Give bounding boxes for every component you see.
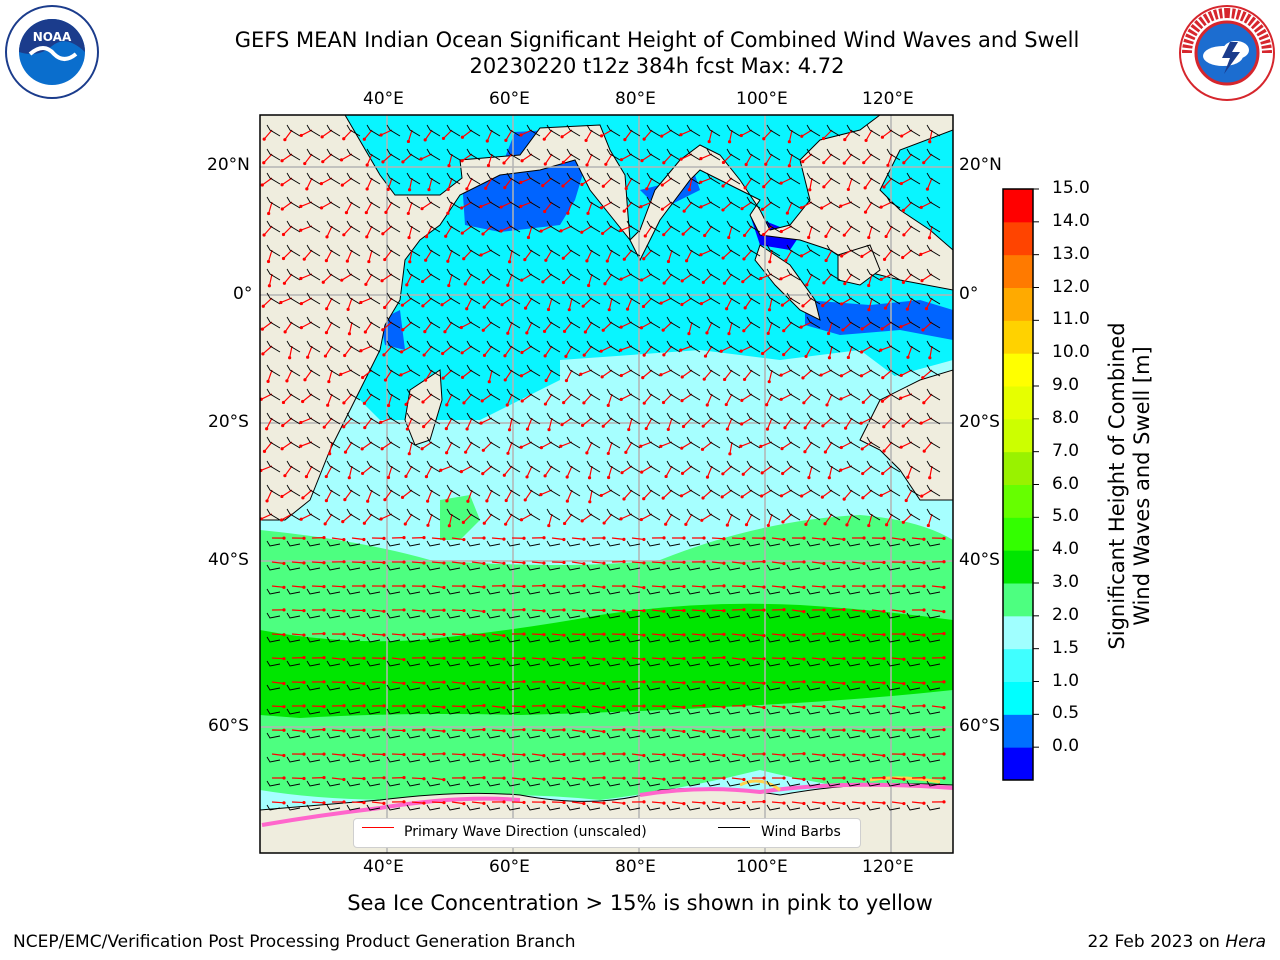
colorbar-segment <box>1003 418 1033 453</box>
colorbar-segment <box>1003 681 1033 715</box>
colorbar-segment <box>1003 583 1033 617</box>
lon-label-bottom: 120°E <box>862 857 914 877</box>
colorbar-tick-label: 2.0 <box>1052 604 1080 625</box>
colorbar-segment <box>1003 320 1033 354</box>
noaa-logo-text: NOAA <box>33 30 72 44</box>
lat-label-left: 20°S <box>208 412 249 432</box>
map-legend: Primary Wave Direction (unscaled) Wind B… <box>353 818 861 848</box>
colorbar-segment <box>1003 221 1033 256</box>
chart-subtitle: 20230220 t12z 384h fcst Max: 4.72 <box>469 54 845 78</box>
colorbar-tick-label: 15.0 <box>1052 178 1090 198</box>
lat-label-right: 0° <box>959 284 979 304</box>
colorbar-segment <box>1003 287 1033 321</box>
colorbar-tick-label: 5.0 <box>1052 506 1080 527</box>
lon-label-top: 120°E <box>862 89 914 109</box>
lon-label-top: 60°E <box>489 89 530 109</box>
colorbar-tick-label: 7.0 <box>1052 440 1080 461</box>
lon-label-bottom: 60°E <box>489 857 530 877</box>
lat-label-left: 0° <box>233 284 253 304</box>
map-frame <box>259 114 954 854</box>
colorbar-segment <box>1003 517 1033 551</box>
colorbar-tick-label: 6.0 <box>1052 473 1080 494</box>
colorbar-title: Significant Height of Combined Wind Wave… <box>1105 322 1154 650</box>
colorbar-segment <box>1003 714 1033 748</box>
colorbar-tick-label: 3.0 <box>1052 572 1080 592</box>
colorbar <box>1003 188 1039 781</box>
wind-barb-legend-label: Wind Barbs <box>761 824 841 840</box>
colorbar-segment <box>1003 451 1033 485</box>
lon-label-top: 100°E <box>736 89 788 109</box>
borneo <box>837 244 881 286</box>
nws-logo-icon <box>1179 5 1275 101</box>
producer-credit: NCEP/EMC/Verification Post Processing Pr… <box>13 932 576 952</box>
colorbar-segment <box>1003 747 1033 781</box>
colorbar-segment <box>1003 484 1033 518</box>
colorbar-segment <box>1003 386 1033 420</box>
light-wave-zone <box>560 350 900 470</box>
lat-label-right: 20°N <box>959 155 1002 175</box>
chart-title: GEFS MEAN Indian Ocean Significant Heigh… <box>234 28 1080 52</box>
lat-label-left: 20°N <box>207 155 250 175</box>
lat-label-left: 40°S <box>208 550 249 570</box>
wave-direction-swatch <box>362 827 394 828</box>
colorbar-tick-label: 13.0 <box>1052 243 1090 264</box>
colorbar-tick-label: 14.0 <box>1052 210 1090 231</box>
colorbar-tick-label: 10.0 <box>1052 342 1090 363</box>
lon-label-top: 40°E <box>363 89 404 109</box>
madagascar <box>404 369 443 446</box>
colorbar-tick-label: 4.0 <box>1052 539 1080 560</box>
colorbar-tick-label: 0.0 <box>1052 736 1080 757</box>
colorbar-tick-label: 8.0 <box>1052 407 1080 428</box>
colorbar-segment <box>1003 648 1033 682</box>
africa-asia-landmass <box>260 115 953 521</box>
colorbar-segment <box>1003 615 1033 650</box>
lon-label-bottom: 80°E <box>615 857 656 877</box>
lon-label-bottom: 40°E <box>363 857 404 877</box>
colorbar-segment <box>1003 353 1033 387</box>
colorbar-segment <box>1003 189 1033 223</box>
wind-barb-swatch <box>718 827 750 828</box>
lat-label-right: 60°S <box>959 716 1000 736</box>
wind-and-wave-vectors <box>260 124 946 811</box>
colorbar-tick-label: 9.0 <box>1052 375 1080 395</box>
colorbar-tick-label: 1.5 <box>1052 637 1080 658</box>
colorbar-tick-label: 1.0 <box>1052 670 1080 691</box>
lat-label-right: 20°S <box>959 412 1000 432</box>
wave-direction-legend-label: Primary Wave Direction (unscaled) <box>404 824 647 840</box>
colorbar-tick-label: 11.0 <box>1052 309 1090 330</box>
colorbar-segment <box>1003 550 1033 584</box>
colorbar-tick-label: 0.5 <box>1052 703 1080 724</box>
date-credit: 22 Feb 2023 on Hera <box>1087 932 1266 952</box>
colorbar-tick-label: 12.0 <box>1052 276 1090 297</box>
colorbar-segment <box>1003 254 1033 288</box>
noaa-logo-icon: NOAA <box>5 5 99 99</box>
lon-label-bottom: 100°E <box>736 857 788 877</box>
lat-label-right: 40°S <box>959 550 1000 570</box>
sea-ice-footnote: Sea Ice Concentration > 15% is shown in … <box>347 891 933 915</box>
lat-label-left: 60°S <box>208 716 249 736</box>
lon-label-top: 80°E <box>615 89 656 109</box>
sumatra <box>754 244 821 321</box>
